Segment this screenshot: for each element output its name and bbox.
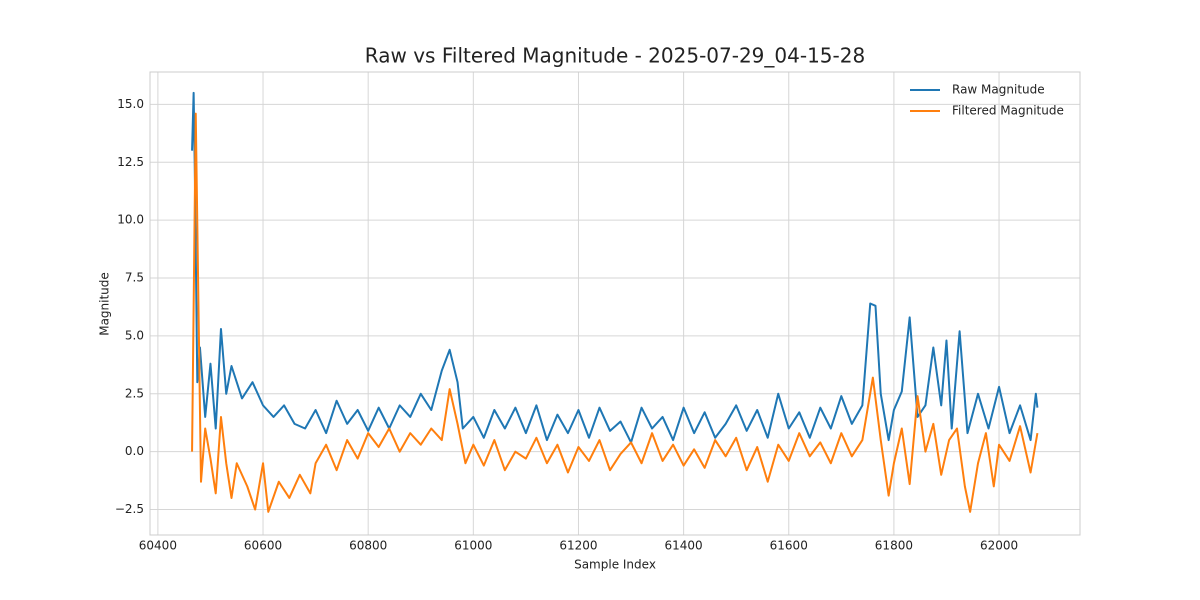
x-tick-label: 60600 xyxy=(244,539,282,553)
y-axis-label: Magnitude xyxy=(98,272,112,336)
x-axis-label: Sample Index xyxy=(574,558,656,572)
x-tick-label: 60800 xyxy=(349,539,387,553)
y-tick-label: 15.0 xyxy=(117,97,144,111)
x-tick-label: 62000 xyxy=(980,539,1018,553)
x-tick-label: 61800 xyxy=(875,539,913,553)
plot-frame xyxy=(149,71,1081,536)
x-tick-label: 61200 xyxy=(559,539,597,553)
y-tick-label: 0.0 xyxy=(125,444,144,458)
data-line xyxy=(191,112,1039,513)
legend-label: Raw Magnitude xyxy=(952,83,1045,97)
y-tick-label: −2.5 xyxy=(115,502,144,516)
x-tick-label: 61600 xyxy=(770,539,808,553)
y-tick-label: 2.5 xyxy=(125,386,144,400)
x-tick-label: 61400 xyxy=(665,539,703,553)
y-tick-label: 5.0 xyxy=(125,328,144,342)
chart-title: Raw vs Filtered Magnitude - 2025-07-29_0… xyxy=(365,44,865,68)
legend-label: Filtered Magnitude xyxy=(952,104,1064,118)
x-tick-label: 60400 xyxy=(139,539,177,553)
y-tick-label: 7.5 xyxy=(125,271,144,285)
data-line xyxy=(191,91,1039,444)
x-tick-label: 61000 xyxy=(454,539,492,553)
y-tick-label: 10.0 xyxy=(117,213,144,227)
y-tick-label: 12.5 xyxy=(117,155,144,169)
